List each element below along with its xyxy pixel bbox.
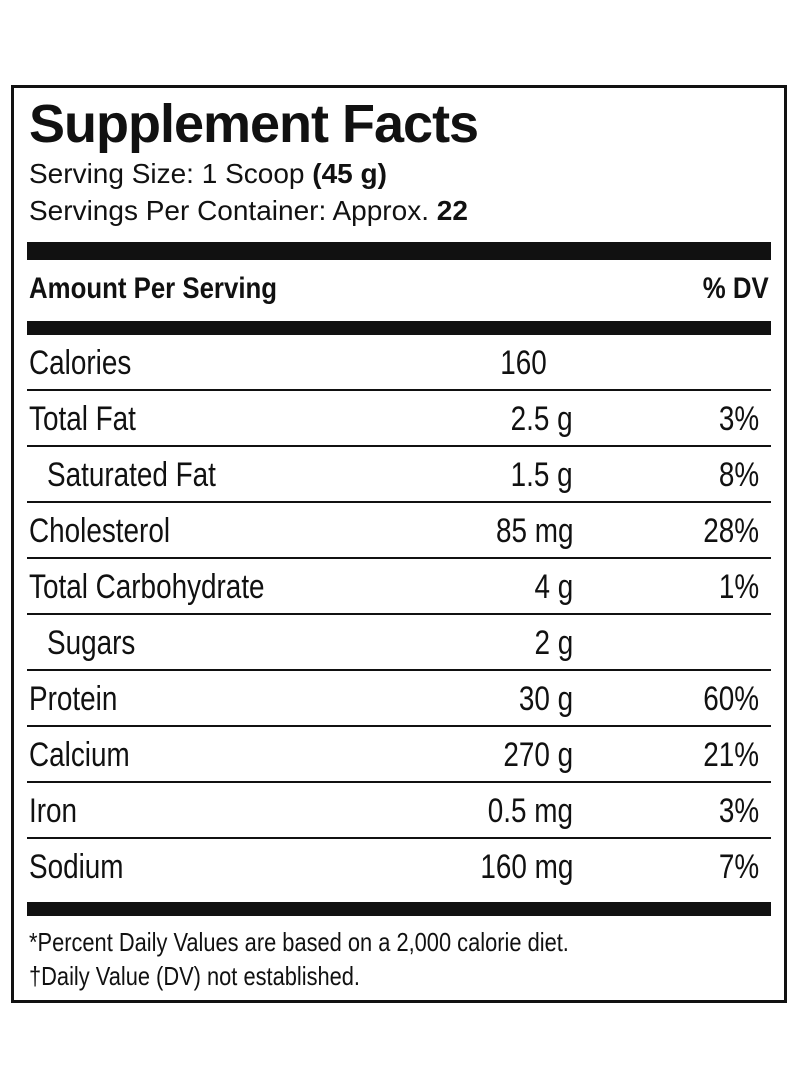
serving-size-value: (45 g): [312, 158, 387, 189]
nutrient-amount: 4 g: [534, 568, 573, 606]
nutrient-dv: 8%: [718, 456, 759, 494]
servings-label: Servings Per Container: Approx.: [29, 195, 429, 226]
table-row: Total Fat 2.5 g 3%: [27, 391, 771, 447]
nutrient-amount: 0.5 mg: [487, 792, 573, 830]
table-row: Cholesterol 85 mg 28%: [27, 503, 771, 559]
footnote-dv-not-established: †Daily Value (DV) not established.: [29, 961, 361, 991]
table-header: Amount Per Serving % DV: [29, 266, 771, 312]
nutrient-dv: 7%: [718, 848, 759, 886]
nutrient-dv: 21%: [703, 736, 759, 774]
nutrient-name: Sodium: [29, 848, 124, 886]
nutrient-dv: 1%: [718, 568, 759, 606]
table-row: Total Carbohydrate 4 g 1%: [27, 559, 771, 615]
footnote-daily-values: *Percent Daily Values are based on a 2,0…: [29, 927, 569, 957]
nutrient-name: Total Fat: [29, 400, 136, 438]
nutrient-amount: 30 g: [518, 680, 573, 718]
serving-size-label: Serving Size: 1 Scoop: [29, 158, 305, 189]
table-row: Iron 0.5 mg 3%: [27, 783, 771, 839]
nutrient-amount: 2 g: [534, 624, 573, 662]
header-amount-per-serving: Amount Per Serving: [29, 272, 278, 305]
table-row: Protein 30 g 60%: [27, 671, 771, 727]
table-row: Sodium 160 mg 7%: [27, 839, 771, 897]
nutrient-dv: 3%: [718, 400, 759, 438]
nutrient-name: Sugars: [47, 624, 136, 662]
nutrient-dv: 28%: [703, 512, 759, 550]
supplement-facts-panel: Supplement Facts Serving Size: 1 Scoop (…: [11, 85, 787, 1003]
nutrient-amount: 1.5 g: [510, 456, 573, 494]
label-title: Supplement Facts: [29, 94, 479, 154]
nutrient-name: Total Carbohydrate: [29, 568, 265, 606]
nutrient-name: Iron: [29, 792, 78, 830]
table-row: Calcium 270 g 21%: [27, 727, 771, 783]
table-row: Saturated Fat 1.5 g 8%: [27, 447, 771, 503]
panel-inner: Supplement Facts Serving Size: 1 Scoop (…: [27, 88, 771, 1000]
nutrient-name: Saturated Fat: [47, 456, 216, 494]
table-row: Sugars 2 g: [27, 615, 771, 671]
divider-thick-top: [27, 242, 771, 260]
divider-thick-header: [27, 321, 771, 335]
servings-value: 22: [436, 195, 468, 226]
divider-thick-bottom: [27, 902, 771, 916]
nutrient-amount: 2.5 g: [510, 400, 573, 438]
nutrient-amount: 160: [500, 344, 547, 382]
nutrient-name: Cholesterol: [29, 512, 171, 550]
nutrient-amount: 160 mg: [480, 848, 573, 886]
nutrient-dv: 3%: [718, 792, 759, 830]
nutrient-amount: 85 mg: [495, 512, 573, 550]
nutrient-name: Calcium: [29, 736, 130, 774]
header-percent-dv: % DV: [703, 272, 769, 305]
nutrient-name: Calories: [29, 344, 132, 382]
nutrient-name: Protein: [29, 680, 118, 718]
serving-size: Serving Size: 1 Scoop (45 g): [29, 158, 387, 190]
table-row: Calories 160: [27, 335, 771, 391]
nutrient-rows: Calories 160 Total Fat 2.5 g 3% Saturate…: [27, 335, 771, 897]
nutrient-amount: 270 g: [503, 736, 573, 774]
servings-per-container: Servings Per Container: Approx. 22: [29, 195, 468, 227]
nutrient-dv: 60%: [703, 680, 759, 718]
